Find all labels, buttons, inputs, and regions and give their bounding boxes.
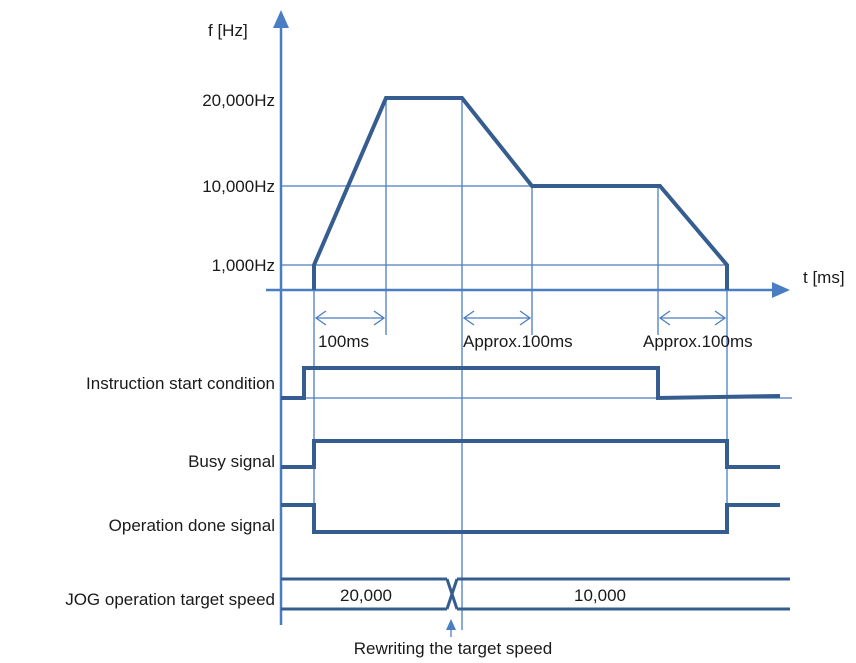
y-axis-arrow-icon xyxy=(273,10,289,28)
level-label-20000: 20,000Hz xyxy=(202,91,275,110)
target-speed-value-1: 20,000 xyxy=(340,586,392,605)
start-condition-trace xyxy=(281,366,781,401)
rewrite-annotation: Rewriting the target speed xyxy=(354,639,552,658)
interval-arrow-3 xyxy=(658,310,727,326)
signal-label-target-speed: JOG operation target speed xyxy=(65,590,275,609)
interval-arrow-1 xyxy=(314,310,386,326)
signal-label-done: Operation done signal xyxy=(109,516,275,535)
target-speed-value-2: 10,000 xyxy=(574,586,626,605)
signal-label-busy: Busy signal xyxy=(188,452,275,471)
speed-profile-trace xyxy=(312,96,729,290)
busy-signal-trace xyxy=(281,439,780,469)
interval-arrow-2 xyxy=(462,310,532,326)
interval-label-3: Approx.100ms xyxy=(643,332,753,351)
level-label-10000: 10,000Hz xyxy=(202,177,275,196)
target-speed-bus xyxy=(281,577,790,611)
x-axis-arrow-icon xyxy=(772,282,790,298)
done-signal-trace xyxy=(281,503,780,534)
interval-label-1: 100ms xyxy=(318,332,369,351)
x-axis-label: t [ms] xyxy=(803,268,845,287)
level-label-1000: 1,000Hz xyxy=(212,256,275,275)
interval-label-2: Approx.100ms xyxy=(463,332,573,351)
y-axis-label: f [Hz] xyxy=(208,21,248,40)
signal-label-start-condition: Instruction start condition xyxy=(86,374,275,393)
rewrite-pointer-arrow-icon xyxy=(446,619,456,630)
